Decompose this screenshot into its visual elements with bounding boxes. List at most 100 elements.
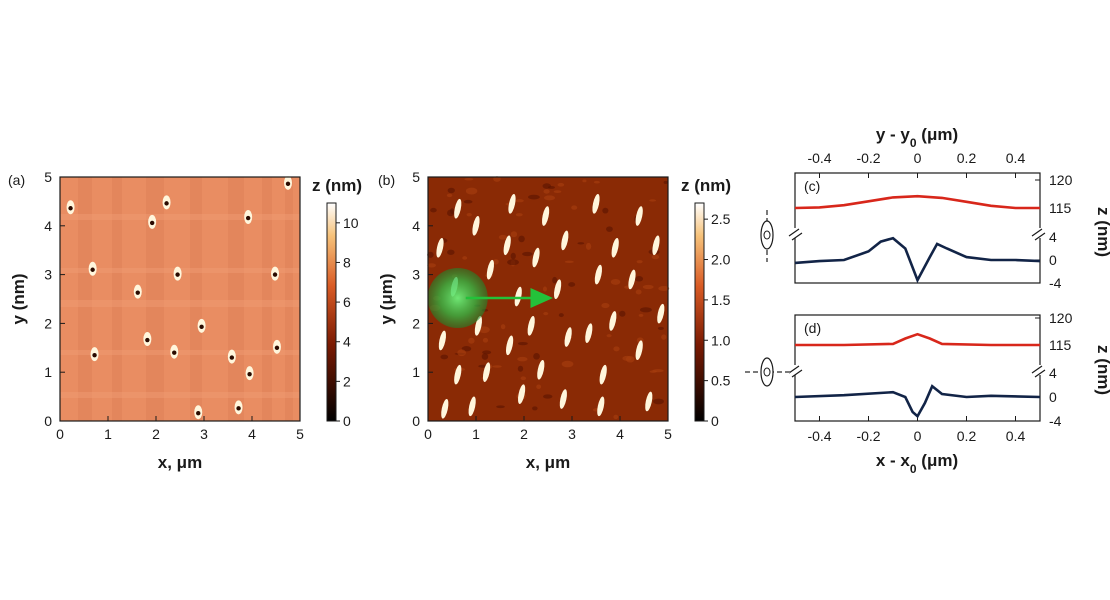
- panel-a-colorbar-label: z (nm): [312, 176, 362, 195]
- panel-b-speckle: [613, 346, 620, 352]
- panel-b-feature: [561, 230, 569, 251]
- panel-b-feature: [597, 396, 605, 417]
- panel-d: (d) -0.4 -0.2 0 0.2 0.4 115 120 -4 0 4 x - x0 (μ…: [745, 310, 1073, 476]
- panel-b-colorbar-label: z (nm): [681, 176, 731, 195]
- a-y-tick-label: 0: [44, 413, 52, 429]
- panel-b-speckle: [493, 176, 501, 182]
- panel-b-colorbar: [694, 202, 705, 422]
- panel-b-speckle: [492, 365, 502, 368]
- panel-b-feature: [611, 237, 619, 258]
- d-y-tick-label: 120: [1049, 310, 1073, 326]
- panel-b-feature: [472, 215, 480, 236]
- panel-b-speckle: [651, 254, 660, 260]
- a-x-tick-label: 4: [248, 426, 256, 442]
- panel-b-speckle: [585, 242, 592, 250]
- panel-b-speckle: [517, 341, 528, 346]
- vertical-scan-icon: [760, 210, 774, 262]
- panel-b-speckle: [465, 187, 478, 195]
- panel-b-speckle: [466, 212, 472, 217]
- a-x-tick-label: 5: [296, 426, 304, 442]
- panel-b-speckle: [496, 405, 505, 409]
- panel-c-top-x-label: y - y0 (μm): [876, 125, 958, 150]
- panel-b-speckle: [446, 193, 453, 198]
- b-x-tick-label: 3: [568, 426, 576, 442]
- panel-a-feature-pit: [199, 324, 204, 330]
- panel-b-speckle: [582, 179, 587, 183]
- c-y-tick-label: 120: [1049, 172, 1073, 188]
- panel-b-feature: [532, 247, 540, 268]
- panel-b-speckle: [557, 182, 565, 187]
- panel-b-feature: [438, 330, 446, 351]
- panel-b-feature: [486, 259, 494, 280]
- panel-a-letter: (a): [8, 172, 25, 188]
- a-x-tick-label: 1: [104, 426, 112, 442]
- panel-b-speckle: [462, 256, 468, 260]
- panel-a-feature-pit: [172, 350, 177, 355]
- panel-b-speckle: [613, 414, 619, 420]
- panel-d-x-ticks: -0.4 -0.2 0 0.2 0.4: [807, 416, 1025, 444]
- panel-b-speckle: [468, 337, 475, 344]
- laser-spot-marker: [427, 268, 488, 329]
- panel-b-speckle: [510, 252, 516, 260]
- panel-d-frame: [794, 314, 1041, 422]
- panel-b-feature: [657, 303, 665, 324]
- panel-a-feature-pit: [149, 220, 155, 226]
- panel-a-frame: [59, 176, 301, 422]
- panel-b-feature: [585, 323, 593, 343]
- panel-c: y - y0 (μm) (c) -0.4 -0.2 0 0.2 0.4 115 120 -4…: [760, 125, 1073, 291]
- panel-a-feature-pit: [135, 290, 140, 295]
- panel-b-speckle: [571, 205, 578, 210]
- panel-a-colorbar-tick-label: 2: [343, 373, 351, 389]
- panel-a-feature-pit: [175, 272, 180, 277]
- panel-c-axis-break: [788, 228, 1046, 241]
- panel-b-speckle: [492, 258, 499, 265]
- panel-b-speckle: [561, 360, 574, 368]
- panel-a-colorbar-tick-label: 4: [343, 334, 351, 350]
- panel-a-feature-pit: [236, 406, 241, 411]
- panel-b: (b) 0 1 2 3 4 5 0 1 2 3 4 5 x, μm y (μm) 0 0.5 1.0 1.…: [377, 169, 731, 472]
- panel-b-feature: [599, 364, 607, 385]
- c-y-tick-label: 115: [1049, 200, 1072, 216]
- panel-c-y-ticks: 115 120 -4 0 4: [1035, 172, 1073, 291]
- b-y-tick-label: 5: [412, 169, 420, 185]
- panel-b-speckle: [522, 251, 533, 257]
- panel-b-speckle: [430, 207, 437, 213]
- panel-b-speckle: [642, 284, 654, 290]
- panel-b-frame: [427, 176, 669, 422]
- panel-c-red-curve: [794, 194, 1040, 210]
- panel-b-feature: [592, 194, 600, 214]
- panel-b-speckle: [515, 199, 524, 203]
- panel-b-speckle: [482, 337, 489, 343]
- c-x-tick-label: 0: [914, 150, 922, 166]
- a-x-tick-label: 2: [152, 426, 160, 442]
- panel-b-speckle: [481, 353, 489, 360]
- panel-b-speckle: [543, 195, 556, 201]
- panel-b-speckle: [542, 286, 547, 292]
- panel-a-band: [60, 392, 300, 398]
- panel-a-feature-pit: [145, 337, 150, 343]
- panel-a-stripe: [112, 177, 122, 421]
- b-x-tick-label: 2: [520, 426, 528, 442]
- panel-b-feature: [508, 194, 516, 214]
- c-x-tick-label: -0.2: [856, 150, 880, 166]
- panel-b-feature: [468, 396, 476, 417]
- b-y-tick-label: 1: [412, 364, 420, 380]
- panel-b-speckle: [663, 180, 668, 184]
- panel-b-feature: [518, 384, 526, 404]
- panel-b-speckle: [593, 180, 600, 184]
- panel-c-letter: (c): [804, 178, 820, 194]
- panel-b-speckle: [543, 189, 550, 194]
- panel-b-speckle: [652, 369, 664, 373]
- panel-d-letter: (d): [804, 320, 821, 336]
- panel-b-feature: [482, 362, 491, 383]
- panel-b-feature: [454, 198, 462, 219]
- panel-a-stripe: [190, 177, 202, 421]
- panel-a-stripe: [146, 177, 164, 421]
- panel-b-speckle: [510, 231, 518, 238]
- panel-b-feature: [506, 335, 514, 356]
- panel-b-speckle: [577, 242, 585, 245]
- panel-a-y-label: y (nm): [9, 274, 28, 325]
- panel-b-speckle: [653, 398, 664, 405]
- panel-b-speckle: [553, 190, 562, 194]
